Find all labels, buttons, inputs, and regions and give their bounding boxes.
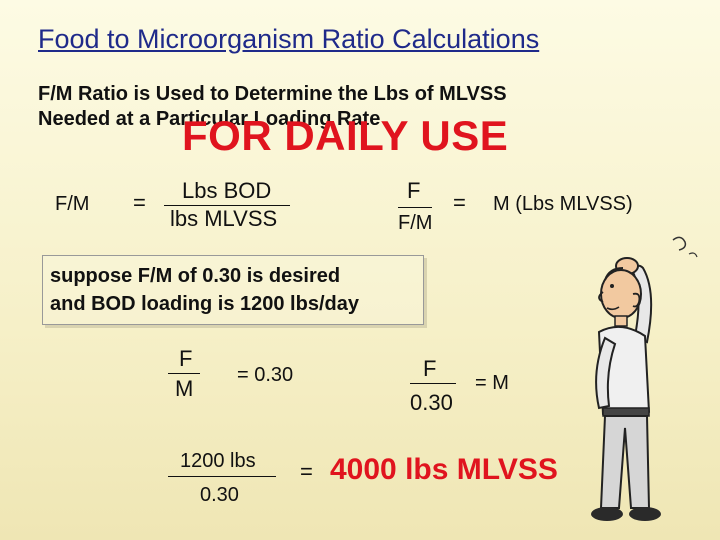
step1-rhs: = 0.30 xyxy=(237,364,294,386)
step3-fraction-bar xyxy=(168,476,276,477)
example-box xyxy=(42,255,424,325)
intro-line-1: F/M Ratio is Used to Determine the Lbs o… xyxy=(38,83,507,105)
formula1-numerator: Lbs BOD xyxy=(182,178,272,203)
formula1-denominator: lbs MLVSS xyxy=(170,206,278,231)
formula1-fraction-bar xyxy=(164,205,290,206)
example-text: suppose F/M of 0.30 is desired and BOD l… xyxy=(50,262,359,318)
example-line-1: suppose F/M of 0.30 is desired xyxy=(50,265,341,287)
formula2-denominator: F/M xyxy=(398,212,433,234)
step1-denominator: M xyxy=(175,376,194,401)
formula2-equals: = xyxy=(453,190,466,215)
step2-fraction-bar xyxy=(410,383,456,384)
example-line-2: and BOD loading is 1200 lbs/day xyxy=(50,293,359,315)
formula1-equals: = xyxy=(133,190,146,215)
step3-numerator: 1200 lbs xyxy=(180,450,256,472)
slide-title: Food to Microorganism Ratio Calculations xyxy=(38,24,540,54)
step1-fraction-bar xyxy=(168,373,200,374)
step3-equals: = xyxy=(300,459,313,484)
for-daily-use-stamp: FOR DAILY USE xyxy=(182,112,509,159)
step1-numerator: F xyxy=(179,346,193,371)
formula2-numerator: F xyxy=(407,178,421,203)
confused-man-scratching-head-icon xyxy=(585,232,705,537)
formula1-lhs: F/M xyxy=(55,193,90,215)
step2-denominator: 0.30 xyxy=(410,390,453,415)
intro-line-2: Needed at a Particular Loading Rate xyxy=(38,108,381,130)
step3-result: 4000 lbs MLVSS xyxy=(330,453,558,486)
formula2-result: M (Lbs MLVSS) xyxy=(493,193,633,215)
step2-rhs: = M xyxy=(475,372,509,394)
intro-text: F/M Ratio is Used to Determine the Lbs o… xyxy=(38,82,507,132)
formula2-fraction-bar xyxy=(398,207,432,208)
step3-denominator: 0.30 xyxy=(200,484,239,506)
step2-numerator: F xyxy=(423,356,437,381)
